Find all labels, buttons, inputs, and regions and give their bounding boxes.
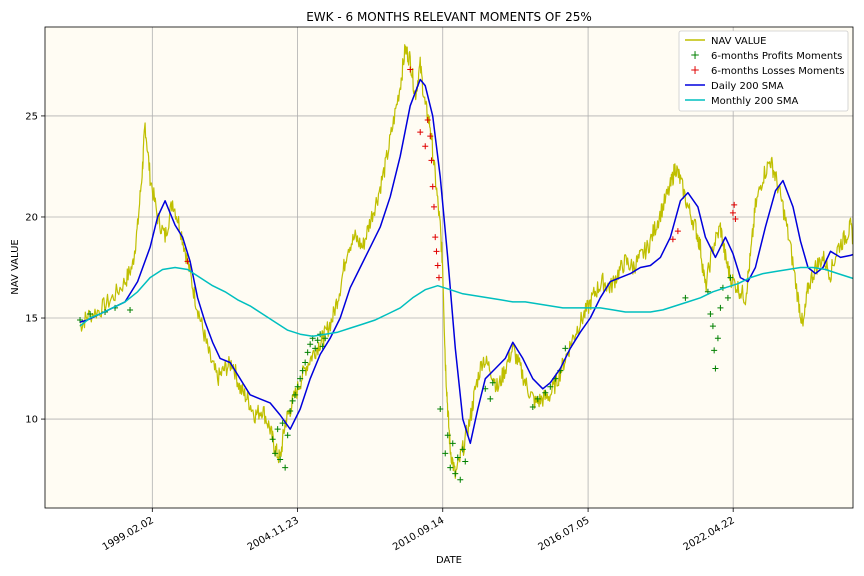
marker-6-months-profits-moments <box>724 294 731 301</box>
marker-6-months-profits-moments <box>299 367 306 374</box>
plot-content <box>77 44 853 483</box>
marker-6-months-losses-moments <box>669 236 676 243</box>
marker-6-months-profits-moments <box>294 383 301 390</box>
marker-6-months-losses-moments <box>434 262 441 269</box>
marker-6-months-profits-moments <box>297 375 304 382</box>
chart-title: EWK - 6 MONTHS RELEVANT MOMENTS OF 25% <box>306 10 592 24</box>
marker-6-months-losses-moments <box>422 143 429 150</box>
marker-6-months-losses-moments <box>674 228 681 235</box>
series-line-monthly-200-sma <box>79 266 853 337</box>
marker-6-months-profits-moments <box>452 470 459 477</box>
marker-6-months-profits-moments <box>449 440 456 447</box>
marker-6-months-profits-moments <box>312 345 319 352</box>
marker-6-months-profits-moments <box>489 379 496 386</box>
series-layer <box>77 44 853 483</box>
marker-6-months-losses-moments <box>729 209 736 216</box>
marker-6-months-profits-moments <box>714 335 721 342</box>
marker-6-months-profits-moments <box>307 341 314 348</box>
legend-swatch-losses: + <box>690 63 700 77</box>
x-axis-title: DATE <box>436 555 462 566</box>
marker-6-months-profits-moments <box>442 450 449 457</box>
marker-6-months-profits-moments <box>487 395 494 402</box>
marker-6-months-losses-moments <box>732 215 739 222</box>
marker-6-months-losses-moments <box>417 129 424 136</box>
marker-6-months-profits-moments <box>454 454 461 461</box>
marker-6-months-profits-moments <box>284 432 291 439</box>
marker-6-months-profits-moments <box>459 446 466 453</box>
marker-6-months-profits-moments <box>462 458 469 465</box>
marker-6-months-losses-moments <box>435 274 442 281</box>
marker-6-months-profits-moments <box>279 420 286 427</box>
marker-6-months-losses-moments <box>407 66 414 73</box>
marker-6-months-profits-moments <box>534 395 541 402</box>
marker-6-months-profits-moments <box>269 436 276 443</box>
series-line-nav-value <box>79 44 853 479</box>
legend-box <box>678 30 849 112</box>
marker-6-months-profits-moments <box>457 476 464 483</box>
marker-6-months-profits-moments <box>711 347 718 354</box>
marker-6-months-losses-moments <box>430 203 437 210</box>
marker-6-months-profits-moments <box>547 383 554 390</box>
legend: NAV VALUE + 6-months Profits Moments + 6… <box>678 30 849 112</box>
y-tick-label: 10 <box>25 415 38 426</box>
marker-6-months-losses-moments <box>428 157 435 164</box>
marker-6-months-profits-moments <box>289 397 296 404</box>
marker-6-months-profits-moments <box>277 456 284 463</box>
legend-label-nav: NAV VALUE <box>711 36 766 47</box>
marker-6-months-profits-moments <box>287 407 294 414</box>
y-tick-label: 25 <box>25 111 38 122</box>
marker-6-months-losses-moments <box>432 234 439 241</box>
legend-swatch-profits: + <box>690 48 700 62</box>
marker-6-months-profits-moments <box>322 335 329 342</box>
marker-6-months-profits-moments <box>727 274 734 281</box>
marker-6-months-profits-moments <box>447 464 454 471</box>
marker-6-months-profits-moments <box>682 294 689 301</box>
marker-6-months-profits-moments <box>542 389 549 396</box>
marker-6-months-profits-moments <box>314 337 321 344</box>
marker-6-months-profits-moments <box>709 323 716 330</box>
marker-6-months-profits-moments <box>87 310 94 317</box>
marker-6-months-profits-moments <box>562 345 569 352</box>
marker-6-months-profits-moments <box>444 432 451 439</box>
marker-6-months-losses-moments <box>424 116 431 123</box>
marker-6-months-profits-moments <box>707 310 714 317</box>
legend-label-monthly-sma: Monthly 200 SMA <box>711 96 798 107</box>
marker-6-months-losses-moments <box>429 183 436 190</box>
marker-6-months-profits-moments <box>529 403 536 410</box>
plot-frame <box>44 26 854 509</box>
y-axis-title: NAV VALUE <box>10 239 21 294</box>
marker-6-months-profits-moments <box>437 405 444 412</box>
marker-6-months-profits-moments <box>282 464 289 471</box>
marker-6-months-losses-moments <box>433 248 440 255</box>
marker-6-months-profits-moments <box>712 365 719 372</box>
y-tick-label: 15 <box>25 314 38 325</box>
legend-label-daily-sma: Daily 200 SMA <box>711 81 784 92</box>
marker-6-months-profits-moments <box>304 349 311 356</box>
y-tick-label: 20 <box>25 212 38 223</box>
marker-6-months-profits-moments <box>717 304 724 311</box>
legend-label-losses: 6-months Losses Moments <box>711 66 844 77</box>
marker-6-months-losses-moments <box>427 133 434 140</box>
marker-6-months-profits-moments <box>292 391 299 398</box>
marker-6-months-profits-moments <box>127 306 134 313</box>
marker-6-months-losses-moments <box>731 201 738 208</box>
marker-6-months-profits-moments <box>302 359 309 366</box>
marker-6-months-profits-moments <box>272 450 279 457</box>
marker-6-months-profits-moments <box>274 426 281 433</box>
legend-label-profits: 6-months Profits Moments <box>711 51 842 62</box>
